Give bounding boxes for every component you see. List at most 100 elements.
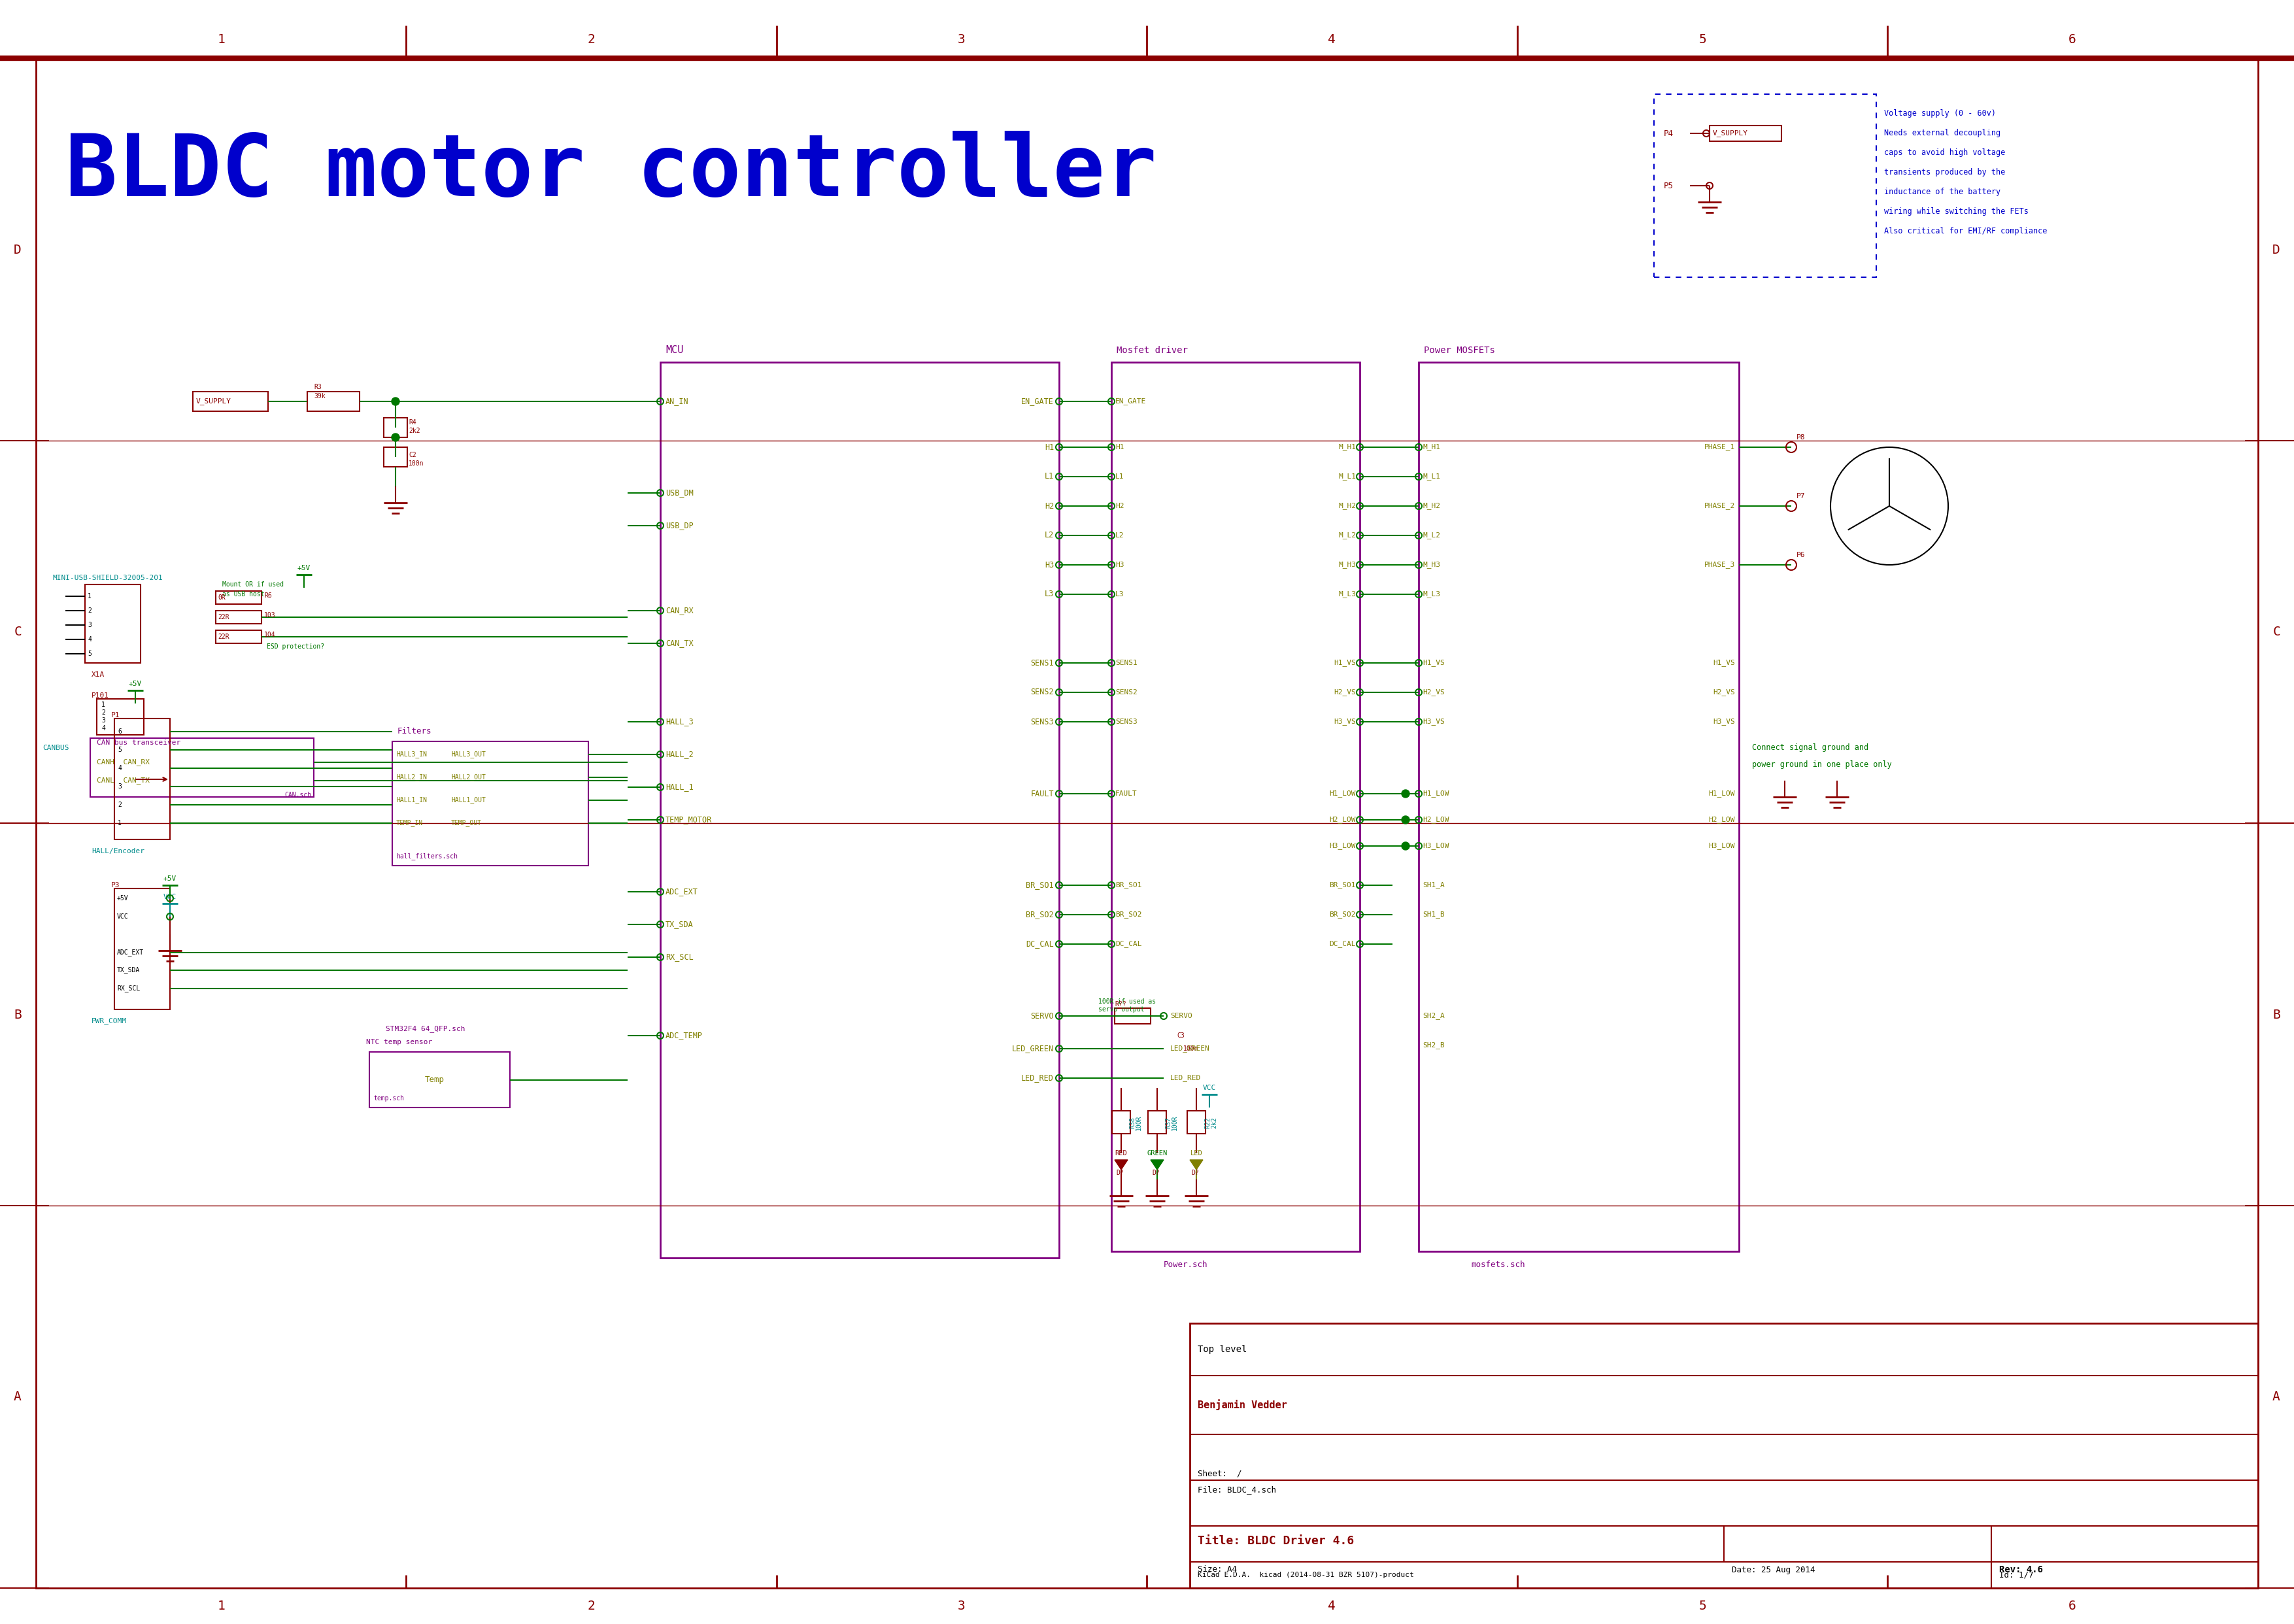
Text: Temp: Temp — [424, 1075, 445, 1085]
Text: +5V: +5V — [163, 875, 177, 882]
Text: 3: 3 — [101, 718, 106, 724]
Text: B: B — [2273, 1009, 2280, 1021]
Text: L3: L3 — [1115, 591, 1124, 598]
Text: H2_LOW: H2_LOW — [1331, 817, 1356, 823]
Text: STM32F4 64_QFP.sch: STM32F4 64_QFP.sch — [385, 1025, 466, 1033]
Text: power ground in one place only: power ground in one place only — [1753, 760, 1893, 768]
Text: H2_VS: H2_VS — [1714, 689, 1734, 697]
Text: 5: 5 — [1698, 34, 1707, 45]
Text: H3_LOW: H3_LOW — [1331, 843, 1356, 849]
Text: USB_DM: USB_DM — [665, 489, 693, 497]
Text: 6: 6 — [117, 728, 122, 734]
Text: Sheet:  /: Sheet: / — [1197, 1470, 1241, 1478]
Text: Id: 1/7: Id: 1/7 — [1998, 1570, 2032, 1579]
Text: RX_SCL: RX_SCL — [117, 986, 140, 992]
Text: HALL2_IN: HALL2_IN — [397, 773, 427, 781]
Text: CAN_TX: CAN_TX — [665, 640, 693, 648]
Text: as USB host: as USB host — [223, 591, 264, 598]
Text: 100R: 100R — [1136, 1114, 1142, 1130]
Text: servo output: servo output — [1099, 1007, 1145, 1013]
Text: BR_SO2: BR_SO2 — [1115, 911, 1142, 918]
Text: L2: L2 — [1115, 533, 1124, 539]
Text: Benjamin Vedder: Benjamin Vedder — [1197, 1400, 1287, 1411]
Text: TEMP_IN: TEMP_IN — [397, 820, 422, 827]
Text: BLDC motor controller: BLDC motor controller — [64, 132, 1156, 214]
Text: File: BLDC_4.sch: File: BLDC_4.sch — [1197, 1486, 1275, 1494]
Text: Date: 25 Aug 2014: Date: 25 Aug 2014 — [1732, 1566, 1815, 1574]
Text: caps to avoid high voltage: caps to avoid high voltage — [1883, 149, 2005, 158]
Text: H3_LOW: H3_LOW — [1709, 843, 1734, 849]
Text: Size: A4: Size: A4 — [1197, 1566, 1236, 1574]
Text: D?: D? — [1152, 1169, 1158, 1176]
Text: RX_SCL: RX_SCL — [665, 953, 693, 961]
Text: H3: H3 — [1115, 562, 1124, 568]
Text: 100n: 100n — [408, 460, 424, 466]
Text: H2_VS: H2_VS — [1422, 689, 1445, 697]
Polygon shape — [1115, 1160, 1129, 1169]
Text: 22R: 22R — [218, 633, 229, 640]
Text: CAN_RX: CAN_RX — [665, 606, 693, 615]
Text: SERVO: SERVO — [1030, 1012, 1053, 1020]
Text: H1_LOW: H1_LOW — [1422, 791, 1450, 797]
Text: 3: 3 — [959, 1600, 966, 1613]
Text: Title: BLDC Driver 4.6: Title: BLDC Driver 4.6 — [1197, 1535, 1353, 1546]
Text: 3: 3 — [117, 783, 122, 789]
Text: BR_SO2: BR_SO2 — [1331, 911, 1356, 918]
Text: 6: 6 — [2069, 34, 2076, 45]
Polygon shape — [1191, 1160, 1202, 1169]
Text: 5: 5 — [87, 651, 92, 658]
Text: P8: P8 — [1796, 434, 1805, 440]
Text: 4: 4 — [117, 765, 122, 771]
Text: D?: D? — [1115, 1169, 1124, 1176]
Text: PWR_COMM: PWR_COMM — [92, 1018, 126, 1025]
Text: 1: 1 — [101, 702, 106, 708]
Text: MINI-USB-SHIELD-32005-201: MINI-USB-SHIELD-32005-201 — [53, 575, 163, 581]
Text: H2: H2 — [1044, 502, 1053, 510]
Text: C: C — [2273, 625, 2280, 638]
Text: P6: P6 — [1796, 552, 1805, 559]
Text: M_L1: M_L1 — [1422, 473, 1441, 481]
Text: BR_SO1: BR_SO1 — [1115, 882, 1142, 888]
Text: hall_filters.sch: hall_filters.sch — [397, 853, 457, 861]
Text: transients produced by the: transients produced by the — [1883, 169, 2005, 177]
Text: SH1_A: SH1_A — [1422, 882, 1445, 888]
Text: DC_CAL: DC_CAL — [1331, 940, 1356, 948]
Text: EN_GATE: EN_GATE — [1115, 398, 1147, 404]
Text: 2k2: 2k2 — [1211, 1117, 1218, 1129]
Text: HALL_2: HALL_2 — [665, 750, 693, 758]
Text: SENS2: SENS2 — [1030, 689, 1053, 697]
Text: M_H2: M_H2 — [1337, 502, 1356, 510]
Text: 100n: 100n — [1184, 1046, 1200, 1052]
Text: L1: L1 — [1044, 473, 1053, 481]
Text: CAN.sch: CAN.sch — [284, 793, 312, 799]
Text: HALL3_OUT: HALL3_OUT — [452, 750, 486, 758]
Text: D: D — [14, 244, 21, 257]
Text: C3: C3 — [1177, 1033, 1184, 1039]
Text: +5V: +5V — [117, 895, 128, 901]
Text: R38: R38 — [1129, 1117, 1136, 1129]
Circle shape — [1402, 815, 1409, 823]
Text: 4: 4 — [101, 724, 106, 731]
Text: KiCad E.D.A.  kicad (2014-08-31 BZR 5107)-product: KiCad E.D.A. kicad (2014-08-31 BZR 5107)… — [1197, 1572, 1413, 1579]
Text: SENS1: SENS1 — [1115, 659, 1138, 666]
Text: R37: R37 — [1165, 1117, 1172, 1129]
Text: ADC_EXT: ADC_EXT — [665, 887, 697, 896]
Text: LED_RED: LED_RED — [1170, 1075, 1202, 1082]
Text: +5V: +5V — [128, 680, 142, 687]
Text: 0R: 0R — [218, 594, 225, 601]
Text: LED_GREEN: LED_GREEN — [1170, 1046, 1209, 1052]
Text: wiring while switching the FETs: wiring while switching the FETs — [1883, 208, 2028, 216]
Text: M_H1: M_H1 — [1422, 443, 1441, 451]
Text: Rev: 4.6: Rev: 4.6 — [1998, 1566, 2042, 1574]
Text: CANBUS: CANBUS — [44, 745, 69, 752]
Text: 104: 104 — [264, 632, 275, 638]
Text: Mosfet driver: Mosfet driver — [1117, 346, 1188, 356]
Text: H3_VS: H3_VS — [1714, 718, 1734, 726]
Text: 1: 1 — [87, 593, 92, 599]
Text: L3: L3 — [1044, 590, 1053, 599]
Text: Top level: Top level — [1197, 1345, 1248, 1354]
Text: M_H3: M_H3 — [1337, 562, 1356, 568]
Text: B: B — [14, 1009, 21, 1021]
Text: TEMP_OUT: TEMP_OUT — [452, 820, 482, 827]
Text: 4: 4 — [1328, 1600, 1335, 1613]
